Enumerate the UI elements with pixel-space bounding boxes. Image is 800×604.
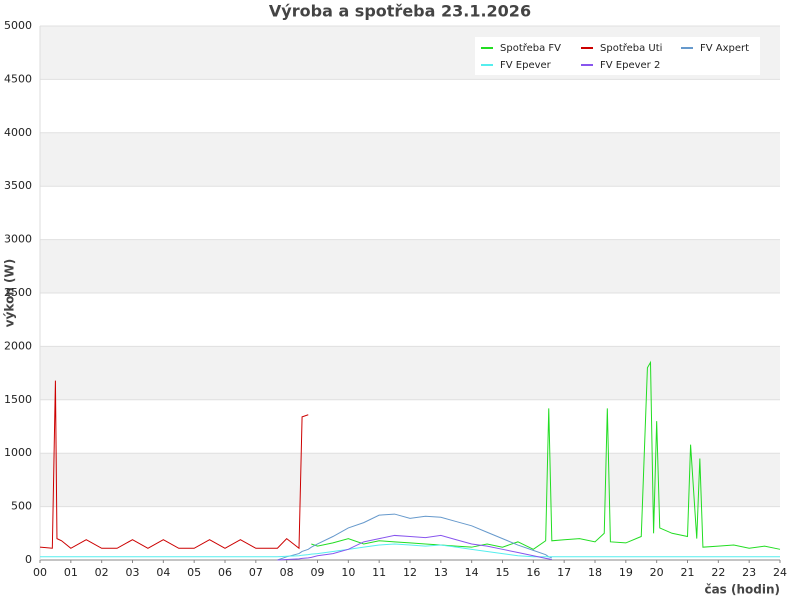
x-tick-label: 00 bbox=[33, 566, 47, 579]
x-tick-label: 10 bbox=[341, 566, 355, 579]
y-tick-label: 500 bbox=[11, 500, 32, 513]
legend-label: Spotřeba Uti bbox=[600, 42, 662, 54]
grid-band bbox=[40, 132, 780, 187]
y-axis-label: výkon (W) bbox=[3, 259, 17, 327]
y-tick-label: 3000 bbox=[4, 233, 32, 246]
x-tick-label: 12 bbox=[403, 566, 417, 579]
y-tick-label: 1000 bbox=[4, 446, 32, 459]
x-tick-label: 24 bbox=[773, 566, 787, 579]
y-tick-label: 0 bbox=[25, 553, 32, 566]
grid-band bbox=[40, 453, 780, 507]
y-tick-label: 3500 bbox=[4, 179, 32, 192]
x-tick-label: 15 bbox=[496, 566, 510, 579]
legend-label: FV Axpert bbox=[700, 43, 749, 54]
y-tick-label: 2500 bbox=[4, 286, 32, 299]
x-axis-label: čas (hodin) bbox=[704, 583, 780, 597]
x-tick-label: 14 bbox=[465, 566, 479, 579]
x-tick-label: 07 bbox=[249, 566, 263, 579]
x-tick-label: 11 bbox=[372, 566, 386, 579]
legend-label: FV Epever 2 bbox=[600, 60, 660, 71]
x-tick-label: 02 bbox=[95, 566, 109, 579]
chart-title: Výroba a spotřeba 23.1.2026 bbox=[269, 2, 531, 21]
x-tick-label: 16 bbox=[526, 566, 540, 579]
x-tick-label: 21 bbox=[681, 566, 695, 579]
x-tick-label: 03 bbox=[126, 566, 140, 579]
x-tick-label: 19 bbox=[619, 566, 633, 579]
grid-band bbox=[40, 346, 780, 400]
legend-label: FV Epever bbox=[500, 60, 552, 71]
x-tick-label: 08 bbox=[280, 566, 294, 579]
series-line bbox=[277, 513, 552, 561]
x-tick-label: 17 bbox=[557, 566, 571, 579]
y-tick-label: 1500 bbox=[4, 393, 32, 406]
x-tick-label: 05 bbox=[187, 566, 201, 579]
x-tick-label: 18 bbox=[588, 566, 602, 579]
legend-box bbox=[475, 37, 760, 75]
x-tick-label: 23 bbox=[742, 566, 756, 579]
legend-label: Spotřeba FV bbox=[500, 42, 561, 54]
series-line bbox=[39, 380, 309, 550]
grid-band bbox=[40, 239, 780, 293]
y-tick-label: 4000 bbox=[4, 126, 32, 139]
series-line bbox=[311, 360, 781, 550]
x-tick-label: 06 bbox=[218, 566, 232, 579]
series-line bbox=[277, 534, 552, 561]
y-tick-label: 4500 bbox=[4, 72, 32, 85]
x-tick-label: 09 bbox=[311, 566, 325, 579]
x-tick-label: 13 bbox=[434, 566, 448, 579]
x-tick-label: 22 bbox=[711, 566, 725, 579]
x-tick-label: 20 bbox=[650, 566, 664, 579]
y-tick-label: 2000 bbox=[4, 339, 32, 352]
x-tick-label: 01 bbox=[64, 566, 78, 579]
series-line bbox=[40, 543, 780, 558]
y-tick-label: 5000 bbox=[4, 19, 32, 32]
x-tick-label: 04 bbox=[156, 566, 170, 579]
bands bbox=[40, 26, 780, 507]
